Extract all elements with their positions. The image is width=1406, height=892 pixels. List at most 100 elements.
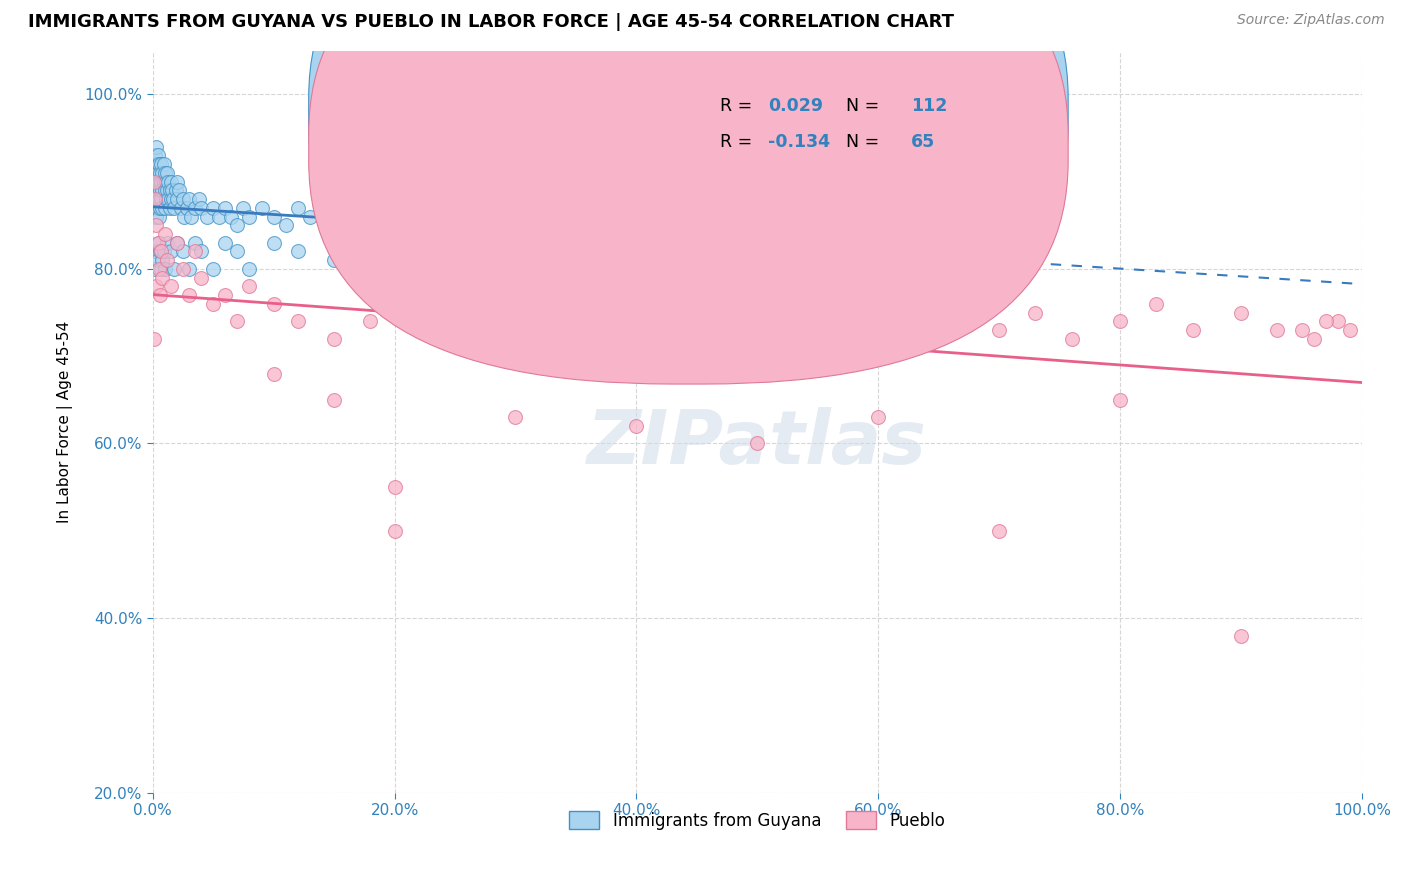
Point bbox=[142, 332, 165, 346]
Point bbox=[263, 210, 285, 224]
Y-axis label: In Labor Force | Age 45-54: In Labor Force | Age 45-54 bbox=[58, 320, 73, 523]
Point bbox=[159, 201, 181, 215]
Point bbox=[529, 201, 551, 215]
Point bbox=[160, 279, 183, 293]
Text: 0.029: 0.029 bbox=[768, 97, 824, 115]
Text: N =: N = bbox=[835, 97, 884, 115]
Point bbox=[165, 183, 187, 197]
Point bbox=[782, 305, 804, 319]
Point bbox=[148, 157, 170, 171]
Point bbox=[456, 210, 478, 224]
Point bbox=[1339, 323, 1361, 337]
Point bbox=[152, 244, 174, 259]
Point bbox=[1181, 323, 1204, 337]
Point bbox=[150, 192, 173, 206]
Point bbox=[335, 219, 357, 233]
Point bbox=[153, 261, 176, 276]
Text: -0.134: -0.134 bbox=[768, 133, 831, 152]
Point bbox=[232, 201, 254, 215]
Text: IMMIGRANTS FROM GUYANA VS PUEBLO IN LABOR FORCE | AGE 45-54 CORRELATION CHART: IMMIGRANTS FROM GUYANA VS PUEBLO IN LABO… bbox=[28, 13, 955, 31]
Point bbox=[214, 201, 236, 215]
Point bbox=[156, 235, 179, 250]
Point bbox=[818, 323, 841, 337]
Point bbox=[143, 166, 166, 180]
Point bbox=[214, 288, 236, 302]
Point bbox=[238, 279, 260, 293]
Point bbox=[157, 192, 180, 206]
Point bbox=[150, 166, 173, 180]
Point bbox=[142, 244, 165, 259]
Point bbox=[150, 253, 173, 268]
FancyBboxPatch shape bbox=[309, 0, 1069, 348]
Point bbox=[868, 410, 890, 425]
Point bbox=[150, 261, 173, 276]
Point bbox=[149, 201, 172, 215]
Point bbox=[553, 210, 575, 224]
Point bbox=[145, 219, 167, 233]
Point bbox=[166, 235, 188, 250]
Point bbox=[226, 314, 249, 328]
Point bbox=[359, 314, 381, 328]
Point bbox=[195, 210, 218, 224]
Point bbox=[202, 297, 225, 311]
Point bbox=[145, 244, 167, 259]
Point bbox=[359, 235, 381, 250]
Point bbox=[162, 192, 184, 206]
Point bbox=[146, 148, 169, 162]
Point bbox=[150, 175, 173, 189]
Point bbox=[163, 261, 186, 276]
Point bbox=[903, 314, 925, 328]
Point bbox=[384, 192, 406, 206]
Point bbox=[152, 157, 174, 171]
Point bbox=[323, 253, 346, 268]
Point bbox=[145, 139, 167, 153]
Point bbox=[180, 210, 202, 224]
Point bbox=[149, 183, 172, 197]
Point bbox=[160, 192, 183, 206]
Point bbox=[150, 270, 173, 285]
Point bbox=[988, 323, 1011, 337]
Point bbox=[384, 244, 406, 259]
Point bbox=[1230, 628, 1253, 642]
Point bbox=[153, 183, 176, 197]
Text: R =: R = bbox=[720, 133, 758, 152]
Point bbox=[143, 201, 166, 215]
Point bbox=[150, 244, 173, 259]
Point bbox=[143, 183, 166, 197]
Text: ZIPatlas: ZIPatlas bbox=[588, 408, 928, 481]
Point bbox=[153, 201, 176, 215]
Point bbox=[238, 261, 260, 276]
Point bbox=[142, 192, 165, 206]
Point bbox=[150, 201, 173, 215]
Text: 112: 112 bbox=[911, 97, 948, 115]
Point bbox=[143, 192, 166, 206]
Point bbox=[747, 323, 769, 337]
Point bbox=[263, 367, 285, 381]
Point bbox=[202, 261, 225, 276]
Point bbox=[600, 297, 623, 311]
Point bbox=[148, 210, 170, 224]
Point bbox=[184, 244, 207, 259]
Point bbox=[172, 192, 194, 206]
Point bbox=[626, 419, 648, 434]
Point bbox=[148, 175, 170, 189]
Point bbox=[287, 244, 309, 259]
Point bbox=[146, 253, 169, 268]
Point bbox=[176, 201, 198, 215]
Point bbox=[146, 166, 169, 180]
Point bbox=[145, 157, 167, 171]
Point bbox=[156, 166, 179, 180]
Point bbox=[160, 244, 183, 259]
Point bbox=[146, 235, 169, 250]
Point bbox=[359, 201, 381, 215]
Point bbox=[148, 235, 170, 250]
Point bbox=[148, 261, 170, 276]
Point bbox=[1109, 392, 1132, 407]
Point bbox=[323, 210, 346, 224]
Point bbox=[160, 175, 183, 189]
Point bbox=[479, 288, 502, 302]
Point bbox=[408, 297, 430, 311]
Point bbox=[169, 183, 191, 197]
Point bbox=[661, 332, 683, 346]
Point bbox=[166, 235, 188, 250]
